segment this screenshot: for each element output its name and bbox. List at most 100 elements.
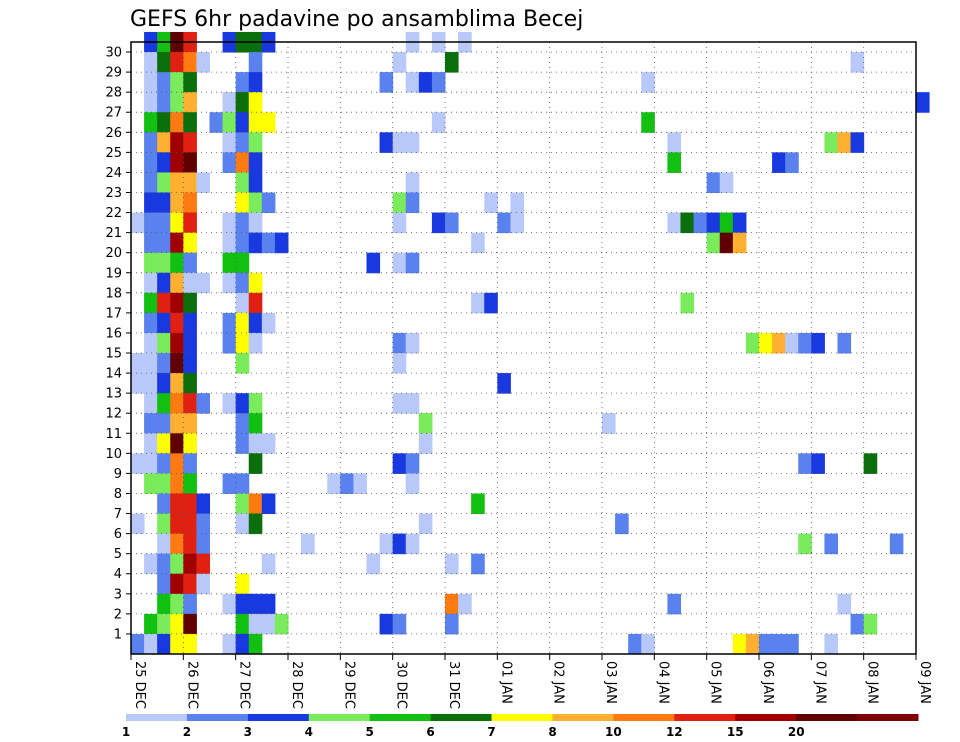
- heatmap-cell: [183, 152, 197, 173]
- heatmap-cell: [431, 112, 446, 133]
- heatmap-cell: [248, 332, 263, 354]
- heatmap-cell: [157, 373, 171, 394]
- heatmap-cell: [170, 393, 184, 414]
- y-tick-label: 19: [105, 266, 122, 281]
- heatmap-cell: [392, 613, 407, 635]
- y-tick-label: 1: [114, 627, 122, 642]
- colorbar-label: 5: [366, 725, 374, 739]
- heatmap-cell: [732, 232, 747, 254]
- chart-title: GEFS 6hr padavine po ansamblima Becej: [130, 7, 583, 32]
- heatmap-cell: [170, 373, 184, 394]
- heatmap-cell: [183, 332, 197, 354]
- y-tick-label: 4: [114, 567, 122, 582]
- heatmap-cell: [732, 633, 747, 655]
- heatmap-cell: [235, 132, 250, 153]
- heatmap-cell: [248, 52, 263, 73]
- heatmap-cell: [144, 353, 158, 374]
- heatmap-cell: [235, 292, 250, 314]
- heatmap-cell: [157, 433, 171, 454]
- heatmap-cell: [235, 332, 250, 354]
- heatmap-cell: [248, 433, 263, 454]
- y-tick-label: 8: [114, 487, 122, 502]
- heatmap-cell: [745, 633, 760, 655]
- heatmap-cell: [144, 473, 158, 494]
- heatmap-cell: [183, 553, 197, 575]
- heatmap-cell: [196, 52, 210, 73]
- x-tick-label: 05 JAN: [708, 661, 723, 704]
- heatmap-cell: [170, 172, 184, 193]
- heatmap-cell: [170, 72, 184, 93]
- heatmap-cell: [667, 152, 681, 173]
- heatmap-cell: [379, 72, 394, 93]
- heatmap-cell: [144, 613, 158, 635]
- heatmap-cell: [196, 393, 210, 414]
- heatmap-cell: [170, 252, 184, 274]
- heatmap-cell: [183, 393, 197, 414]
- heatmap-cell: [405, 172, 420, 193]
- heatmap-cell: [261, 433, 276, 454]
- heatmap-cell: [248, 212, 263, 234]
- heatmap-cell: [222, 252, 237, 274]
- colorbar-swatch: [430, 714, 493, 721]
- heatmap-cell: [222, 633, 237, 655]
- heatmap-cell: [144, 553, 158, 575]
- heatmap-cell: [183, 252, 197, 274]
- heatmap-cell: [170, 633, 184, 655]
- heatmap-cell: [811, 453, 825, 474]
- y-tick-label: 6: [114, 527, 122, 542]
- heatmap-cell: [471, 232, 485, 254]
- colorbar-label: 4: [305, 725, 313, 739]
- heatmap-cell: [131, 633, 145, 655]
- heatmap-cell: [392, 453, 407, 474]
- heatmap-cell: [445, 553, 459, 575]
- heatmap-cell: [366, 553, 381, 575]
- heatmap-cell: [235, 493, 250, 515]
- heatmap-cell: [405, 453, 420, 474]
- y-tick-label: 9: [114, 467, 122, 482]
- colorbar-swatch: [796, 714, 858, 721]
- heatmap-cell: [183, 292, 197, 314]
- heatmap-cell: [379, 613, 394, 635]
- heatmap-cell: [235, 212, 250, 234]
- heatmap-cell: [235, 192, 250, 214]
- heatmap-cell: [157, 112, 171, 133]
- heatmap-cell: [196, 573, 210, 595]
- heatmap-cell: [628, 633, 642, 655]
- heatmap-cell: [366, 252, 381, 274]
- heatmap-cell: [248, 593, 263, 615]
- colorbar-swatch: [186, 714, 249, 721]
- colorbar-label: 15: [727, 725, 744, 739]
- heatmap-cell: [157, 292, 171, 314]
- heatmap-cell: [405, 332, 420, 354]
- heatmap-cell: [183, 593, 197, 615]
- heatmap-cell: [170, 613, 184, 635]
- heatmap-cell: [183, 232, 197, 254]
- heatmap-cell: [824, 132, 838, 153]
- colorbar-swatch: [613, 714, 675, 721]
- heatmap-cell: [183, 212, 197, 234]
- heatmap-cell: [144, 393, 158, 414]
- heatmap-cell: [379, 132, 394, 153]
- heatmap-cell: [157, 533, 171, 555]
- heatmap-cell: [235, 112, 250, 133]
- heatmap-cell: [157, 553, 171, 575]
- heatmap-cell: [183, 513, 197, 535]
- heatmap-cell: [602, 413, 616, 434]
- heatmap-cell: [261, 112, 276, 133]
- heatmap-cell: [183, 172, 197, 193]
- heatmap-cell: [418, 72, 433, 93]
- heatmap-cell: [405, 192, 420, 214]
- heatmap-cell: [235, 513, 250, 535]
- heatmap-cell: [235, 232, 250, 254]
- heatmap-cell: [471, 553, 485, 575]
- heatmap-cell: [274, 232, 289, 254]
- heatmap-cell: [706, 172, 721, 193]
- heatmap-cell: [850, 132, 865, 153]
- heatmap-cell: [183, 272, 197, 294]
- heatmap-cell: [170, 292, 184, 314]
- heatmap-cell: [157, 493, 171, 515]
- heatmap-cell: [196, 513, 210, 535]
- heatmap-cell: [157, 212, 171, 234]
- heatmap-cell: [170, 553, 184, 575]
